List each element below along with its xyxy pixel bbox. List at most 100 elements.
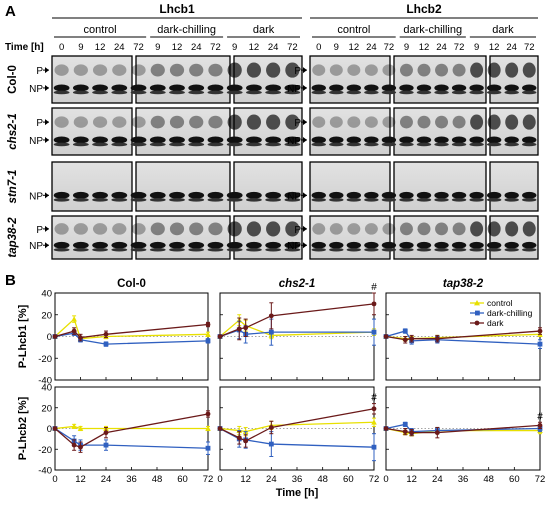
y-tick-label: 40	[41, 289, 52, 300]
p-band	[364, 64, 378, 76]
np-band	[92, 84, 108, 92]
blot-segment	[489, 161, 539, 212]
data-point-dark	[402, 337, 408, 343]
y-tick-label: -40	[38, 376, 52, 387]
np-band	[469, 241, 484, 249]
p-band	[329, 116, 343, 128]
np-band	[364, 84, 379, 92]
p-band	[131, 223, 146, 235]
p-band	[73, 64, 88, 76]
data-point-dark	[434, 430, 440, 436]
np-band	[265, 191, 282, 199]
np-band-lower	[111, 198, 128, 202]
p-band	[470, 221, 484, 237]
p-label: P	[36, 66, 43, 77]
np-band-lower	[53, 142, 70, 147]
data-point-dark-chilling	[537, 341, 543, 347]
genotype-label-tap38-2: tap38-2	[7, 217, 19, 258]
np-band-lower	[416, 247, 432, 252]
data-point-dark	[205, 411, 211, 417]
np-band	[130, 191, 147, 199]
np-band	[311, 191, 326, 199]
p-band	[169, 222, 185, 236]
np-band	[381, 241, 397, 249]
np-band-lower	[92, 198, 108, 202]
x-tick-label: 48	[483, 474, 494, 485]
data-point-dark	[409, 430, 415, 436]
np-band	[416, 84, 432, 92]
time-tick-label: 72	[384, 42, 395, 53]
np-band	[265, 241, 282, 249]
np-band-lower	[265, 142, 282, 147]
np-band	[381, 191, 397, 199]
np-band-lower	[486, 142, 502, 147]
time-tick-label: 9	[155, 42, 160, 53]
data-point-dark-chilling	[402, 328, 408, 334]
np-band-lower	[522, 247, 537, 252]
x-axis-label: Time [h]	[276, 487, 319, 499]
time-tick-label: 24	[366, 42, 377, 53]
np-label: NP	[287, 241, 301, 252]
data-point-control	[205, 425, 211, 431]
np-band	[311, 241, 326, 249]
x-tick-label: 48	[152, 474, 163, 485]
condition-label-control: control	[84, 24, 117, 36]
np-band-lower	[311, 90, 326, 95]
data-point-dark	[217, 334, 223, 339]
p-band	[266, 221, 281, 237]
np-band-lower	[207, 198, 224, 202]
x-tick-label: 60	[177, 474, 188, 485]
p-band	[285, 114, 300, 130]
np-band-lower	[149, 198, 166, 202]
np-label: NP	[287, 191, 301, 202]
np-band	[451, 84, 467, 92]
p-band	[92, 64, 108, 76]
np-band	[451, 136, 467, 144]
data-point-dark	[409, 336, 415, 342]
significance-hash: #	[537, 411, 543, 422]
significance-hash: #	[371, 393, 377, 404]
np-band	[504, 191, 519, 199]
np-band-lower	[469, 142, 484, 147]
np-band-lower	[346, 198, 362, 202]
blot-segment	[309, 107, 391, 156]
np-label: NP	[29, 136, 43, 147]
np-band-lower	[381, 142, 397, 147]
data-point-control	[71, 316, 77, 322]
np-label: NP	[29, 191, 43, 202]
np-band-lower	[72, 142, 89, 147]
np-band	[169, 191, 185, 199]
np-band	[111, 136, 128, 144]
np-band	[522, 241, 537, 249]
np-band	[92, 136, 108, 144]
p-band	[347, 116, 361, 128]
time-tick-label: 12	[95, 42, 106, 53]
p-band	[487, 114, 501, 130]
np-label: NP	[287, 136, 301, 147]
p-band	[73, 223, 88, 235]
p-arrowhead	[303, 225, 307, 232]
np-band	[246, 136, 262, 144]
chart-panel-4: 0 12 24 36 48 60 72 Time [h] #	[217, 386, 379, 499]
np-band-lower	[416, 142, 432, 147]
p-band	[246, 62, 262, 78]
np-band	[53, 191, 70, 199]
p-band	[312, 116, 326, 128]
np-band	[434, 136, 449, 144]
y-tick-label: 20	[41, 403, 52, 414]
np-band	[522, 191, 537, 199]
np-band	[284, 241, 301, 249]
data-point-dark	[217, 426, 223, 431]
x-tick-label: 24	[101, 474, 112, 485]
np-band-lower	[469, 198, 484, 202]
p-band	[189, 115, 204, 129]
np-band	[346, 241, 362, 249]
np-band	[226, 241, 243, 249]
time-tick-label: 24	[114, 42, 125, 53]
np-arrowhead	[45, 84, 49, 91]
np-band	[329, 191, 344, 199]
np-band-lower	[329, 247, 344, 252]
blot-segment	[135, 161, 231, 212]
np-arrowhead	[45, 242, 49, 249]
